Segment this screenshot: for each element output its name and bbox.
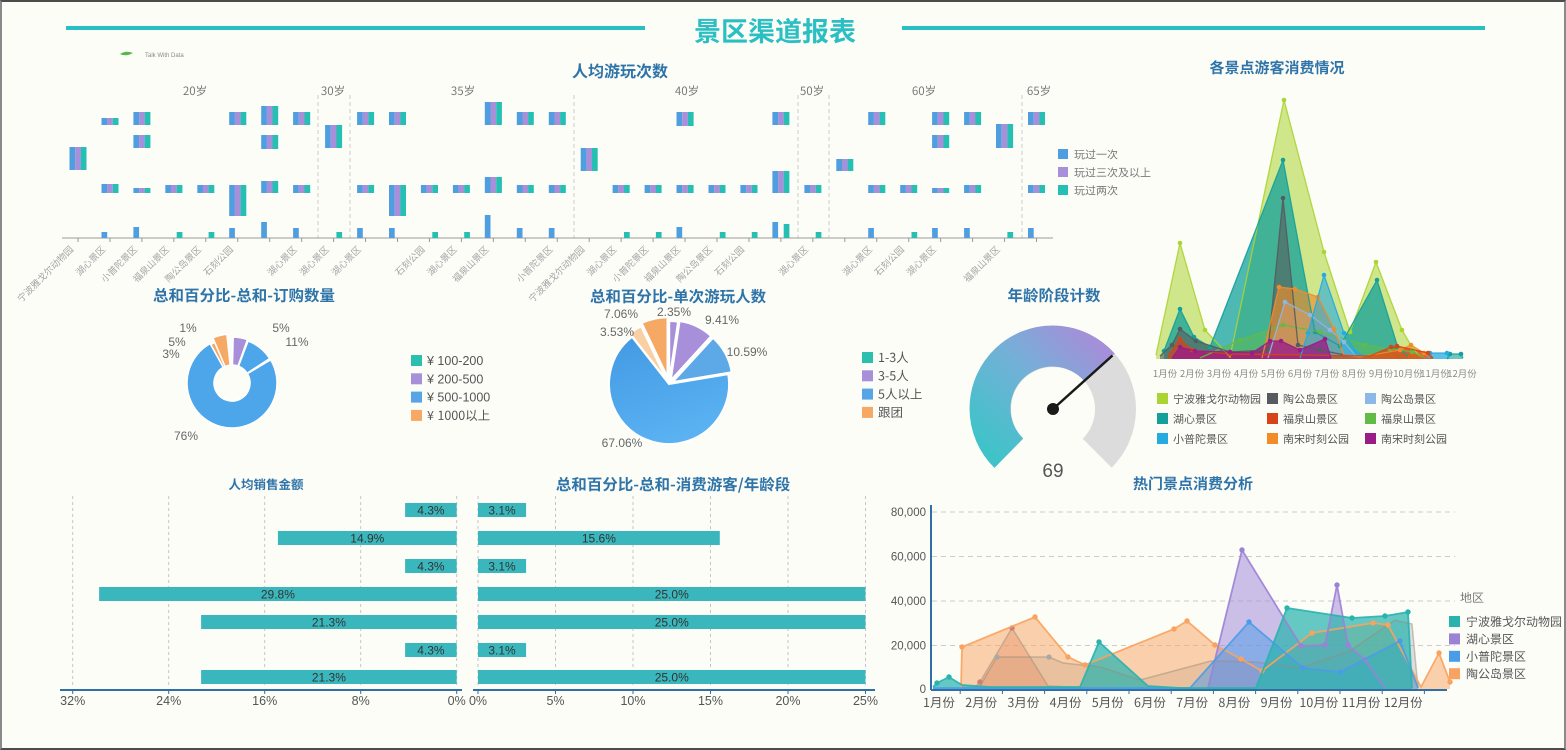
- svg-text:24%: 24%: [156, 694, 181, 708]
- svg-text:4.3%: 4.3%: [417, 644, 445, 658]
- svg-text:21.3%: 21.3%: [312, 671, 346, 685]
- svg-text:8%: 8%: [352, 694, 370, 708]
- svg-text:11%: 11%: [285, 335, 308, 349]
- svg-text:5%: 5%: [168, 335, 186, 349]
- svg-text:¥ 200-500: ¥ 200-500: [426, 372, 483, 386]
- svg-text:5%: 5%: [272, 321, 290, 335]
- svg-text:3%: 3%: [162, 347, 180, 361]
- svg-text:60,000: 60,000: [891, 552, 926, 564]
- svg-text:¥ 100-200: ¥ 100-200: [426, 354, 483, 368]
- svg-text:20%: 20%: [775, 694, 800, 708]
- svg-text:25.0%: 25.0%: [655, 616, 689, 630]
- svg-text:0%: 0%: [448, 694, 466, 708]
- svg-text:Talk With Data: Talk With Data: [145, 53, 184, 59]
- svg-text:15%: 15%: [698, 694, 723, 708]
- svg-text:3.1%: 3.1%: [488, 644, 516, 658]
- svg-text:76%: 76%: [174, 429, 198, 443]
- svg-text:3.1%: 3.1%: [488, 560, 516, 574]
- svg-text:¥ 500-1000: ¥ 500-1000: [426, 391, 490, 405]
- svg-text:9.41%: 9.41%: [705, 313, 739, 327]
- svg-text:15.6%: 15.6%: [582, 532, 616, 546]
- svg-text:5%: 5%: [546, 694, 564, 708]
- svg-text:16%: 16%: [252, 694, 277, 708]
- svg-text:10.59%: 10.59%: [727, 345, 768, 359]
- svg-text:4.3%: 4.3%: [417, 560, 445, 574]
- svg-text:21.3%: 21.3%: [312, 616, 346, 630]
- svg-text:80,000: 80,000: [891, 507, 926, 519]
- svg-text:0%: 0%: [469, 694, 487, 708]
- svg-text:0: 0: [920, 684, 926, 696]
- svg-text:67.06%: 67.06%: [602, 436, 643, 450]
- svg-text:69: 69: [1042, 461, 1063, 482]
- svg-text:20,000: 20,000: [891, 641, 926, 653]
- svg-text:7.06%: 7.06%: [604, 307, 638, 321]
- svg-text:1%: 1%: [179, 321, 197, 335]
- svg-text:29.8%: 29.8%: [261, 588, 295, 602]
- svg-text:4.3%: 4.3%: [417, 504, 445, 518]
- svg-text:32%: 32%: [60, 694, 85, 708]
- svg-text:3.53%: 3.53%: [600, 325, 634, 339]
- svg-text:25.0%: 25.0%: [655, 671, 689, 685]
- svg-text:25%: 25%: [853, 694, 878, 708]
- svg-text:10%: 10%: [620, 694, 645, 708]
- svg-text:2.35%: 2.35%: [657, 305, 691, 319]
- svg-text:25.0%: 25.0%: [655, 588, 689, 602]
- svg-text:40,000: 40,000: [891, 596, 926, 608]
- svg-text:3.1%: 3.1%: [488, 504, 516, 518]
- svg-text:14.9%: 14.9%: [350, 532, 384, 546]
